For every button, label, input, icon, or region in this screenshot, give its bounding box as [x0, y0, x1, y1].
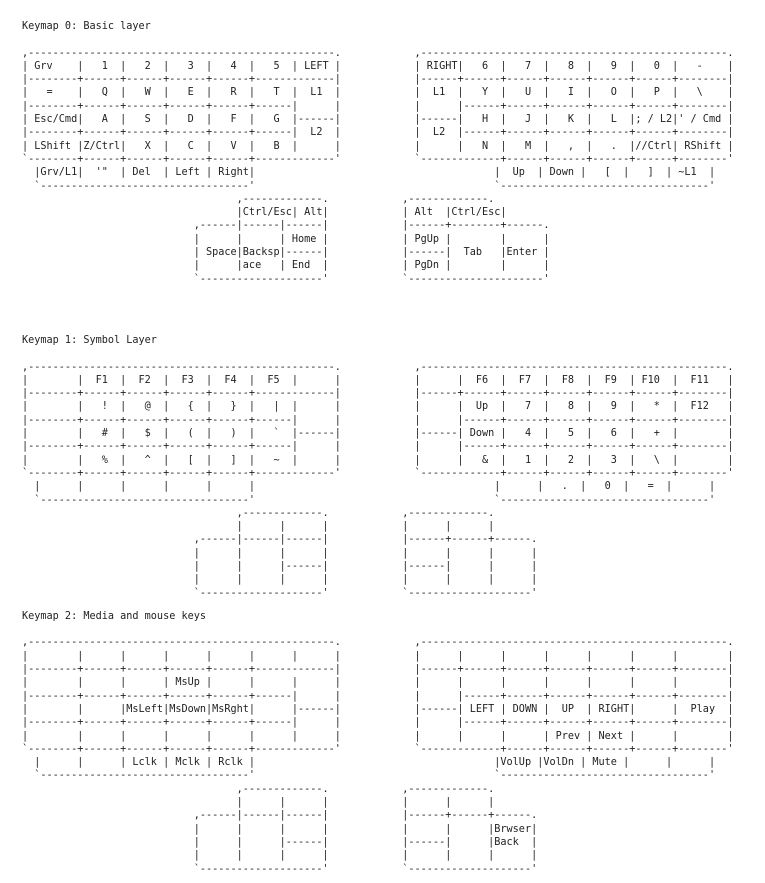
keymap-0-ascii-diagram: ,---------------------------------------… — [22, 47, 734, 285]
keymap-section-media-mouse: Keymap 2: Media and mouse keys ,--------… — [22, 610, 765, 876]
keymap-1-ascii-diagram: ,---------------------------------------… — [22, 361, 734, 599]
keymap-section-basic-layer: Keymap 0: Basic layer ,-----------------… — [22, 20, 765, 286]
keymap-0-title: Keymap 0: Basic layer — [22, 21, 151, 32]
keymap-1-title: Keymap 1: Symbol Layer — [22, 334, 157, 346]
keymap-section-symbol-layer: Keymap 1: Symbol Layer ,----------------… — [22, 334, 765, 600]
keymap-2-ascii-diagram: ,---------------------------------------… — [22, 637, 734, 875]
keymap-2-title: Keymap 2: Media and mouse keys — [22, 610, 207, 622]
